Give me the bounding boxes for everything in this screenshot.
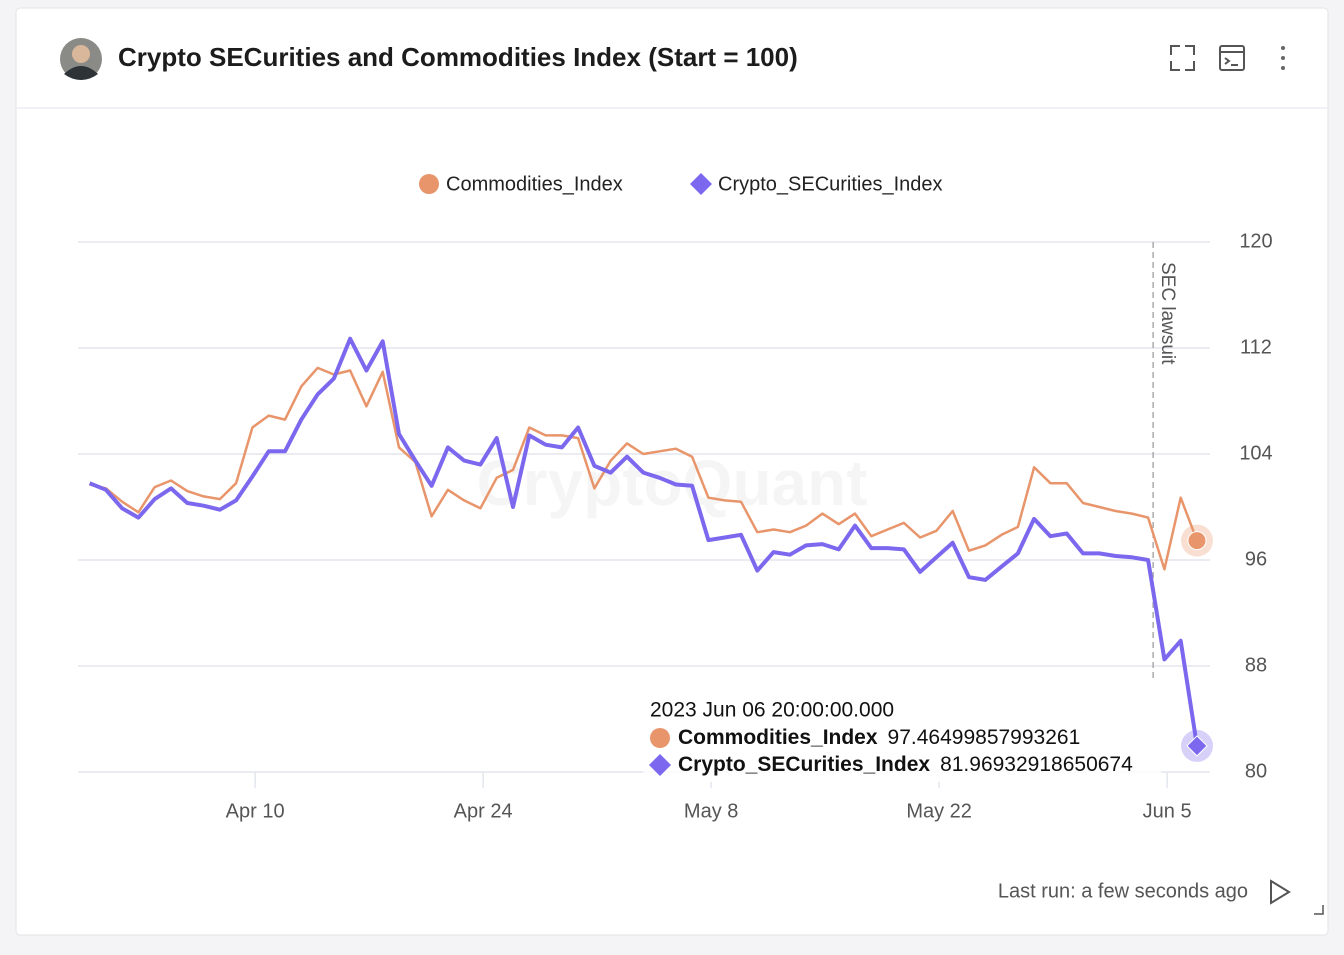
- tooltip-bg: [643, 694, 1161, 782]
- hover-point: [1187, 531, 1207, 551]
- legend-label: Crypto_SECurities_Index: [718, 173, 943, 195]
- tooltip-value: 97.46499857993261: [888, 726, 1081, 749]
- tooltip-value: 81.96932918650674: [940, 753, 1133, 776]
- y-tick-label: 96: [1245, 548, 1267, 570]
- header-title: Crypto SECurities and Commodities Index …: [118, 42, 798, 72]
- series-line: [89, 366, 1199, 571]
- tooltip-row: Commodities_Index 97.46499857993261: [678, 726, 1080, 749]
- avatar: [60, 38, 102, 80]
- tooltip-name: Commodities_Index: [678, 726, 878, 749]
- y-tick-label: 88: [1245, 654, 1267, 676]
- tooltip-row: Crypto_SECurities_Index 81.96932918650674: [678, 753, 1133, 776]
- x-tick-label: Apr 10: [226, 800, 285, 822]
- x-tick-label: May 22: [906, 800, 972, 822]
- query-button[interactable]: [1219, 45, 1245, 71]
- hover-point: [1186, 735, 1208, 757]
- resize-handle[interactable]: [1314, 905, 1324, 915]
- legend-marker: [419, 174, 439, 194]
- legend-label: Commodities_Index: [446, 173, 623, 195]
- tooltip-name: Crypto_SECurities_Index: [678, 753, 930, 776]
- tooltip-marker: [649, 754, 671, 776]
- y-tick-label: 112: [1240, 336, 1272, 358]
- legend-marker: [690, 173, 712, 195]
- run-button[interactable]: [1270, 879, 1291, 905]
- x-tick-label: Jun 5: [1143, 800, 1192, 822]
- last-run: Last run: a few seconds ago: [998, 880, 1248, 902]
- series-line: [88, 336, 1199, 747]
- y-tick-label: 80: [1245, 760, 1267, 782]
- y-tick-label: 120: [1239, 230, 1272, 252]
- tooltip: 2023 Jun 06 20:00:00.000 Commodities_Inde…: [643, 694, 1161, 782]
- annotation-label: SEC lawsuit: [1157, 262, 1178, 365]
- y-tick-label: 104: [1239, 442, 1272, 464]
- fullscreen-button[interactable]: [1170, 45, 1195, 71]
- tooltip-date: 2023 Jun 06 20:00:00.000: [650, 699, 894, 722]
- tooltip-marker: [650, 728, 670, 748]
- x-tick-label: Apr 24: [454, 800, 513, 822]
- x-tick-label: May 8: [684, 800, 738, 822]
- menu-button[interactable]: [1281, 46, 1285, 70]
